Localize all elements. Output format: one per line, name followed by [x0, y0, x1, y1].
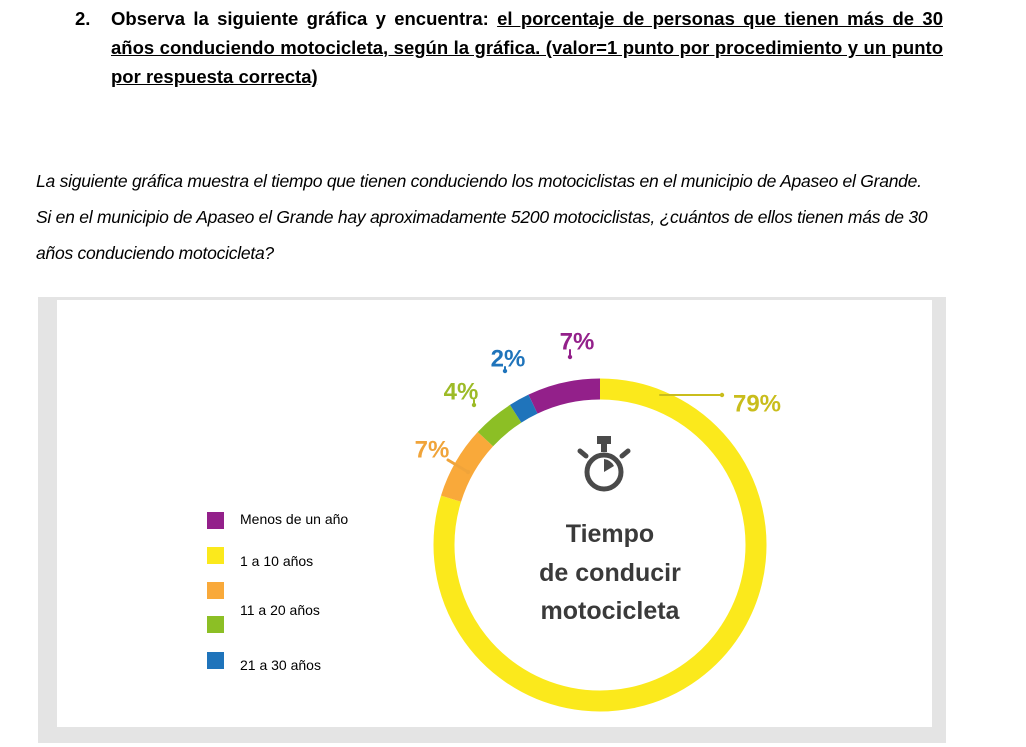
legend-swatch-3 [207, 616, 224, 633]
legend-label-0: Menos de un año [240, 511, 349, 527]
value-label-3: 4% [444, 378, 479, 405]
slice-2 [441, 432, 494, 503]
question: 2. Observa la siguiente gráfica y encuen… [75, 4, 943, 91]
stopwatch-icon [577, 436, 631, 492]
center-label-line-0: Tiempo [565, 520, 655, 548]
legend-label-4: 21 a 30 años [240, 657, 321, 673]
value-label-dot-3 [471, 402, 477, 408]
legend-swatch-0 [207, 512, 224, 529]
question-intro: Observa la siguiente gráfica y encuentra… [111, 8, 498, 29]
legend-label-3: 11 a 20 años [240, 602, 320, 618]
legend-swatch-1 [207, 547, 224, 564]
value-label-1: 79% [733, 390, 781, 417]
question-underlined: el porcentaje de personas que tienen más… [111, 8, 943, 87]
question-number: 2. [75, 8, 91, 29]
problem-statement: La siguiente gráfica muestra el tiempo q… [36, 171, 928, 263]
legend-swatch-2 [207, 582, 224, 599]
value-label-dot-0 [567, 354, 573, 360]
value-label-dot-4 [502, 368, 508, 374]
value-label-leader-2 [446, 458, 470, 474]
legend-swatch-4 [207, 652, 224, 669]
value-label-4: 2% [491, 345, 526, 372]
value-label-dot-1 [719, 392, 725, 398]
slice-1 [433, 378, 767, 712]
value-label-2: 7% [415, 436, 450, 463]
value-label-dot-2 [465, 469, 471, 475]
slice-3 [477, 404, 522, 447]
center-label-line-2: motocicleta [540, 597, 680, 625]
slice-4 [509, 394, 538, 423]
question-text: Observa la siguiente gráfica y encuentra… [111, 4, 943, 91]
legend-label-1: 1 a 10 años [240, 553, 314, 569]
slice-0 [528, 378, 601, 414]
value-label-0: 7% [560, 328, 595, 355]
center-label-line-1: de conducir [539, 559, 681, 587]
